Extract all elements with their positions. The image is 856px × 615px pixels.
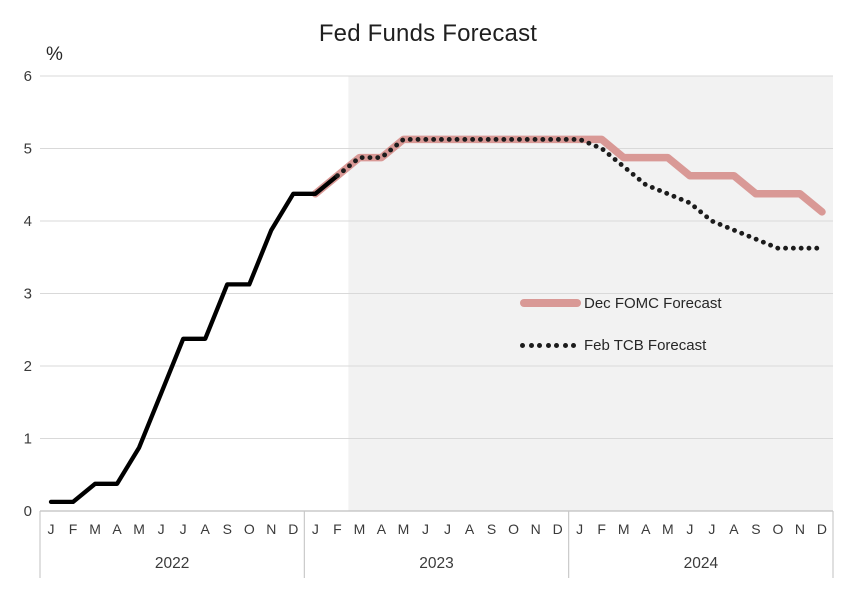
series-line-feb-tcb-forecast bbox=[334, 136, 825, 251]
x-month-label: J bbox=[576, 521, 583, 537]
x-month-label: J bbox=[422, 521, 429, 537]
chart-title: Fed Funds Forecast bbox=[318, 20, 538, 47]
y-tick-label: 2 bbox=[24, 358, 32, 375]
x-month-label: M bbox=[662, 521, 674, 537]
legend-label: Dec FOMC Forecast bbox=[584, 294, 722, 312]
x-month-label: S bbox=[487, 521, 496, 537]
y-tick-label: 5 bbox=[24, 141, 32, 158]
series-line-actual-fed-funds-rate bbox=[48, 173, 340, 505]
x-month-label: A bbox=[729, 521, 739, 537]
x-month-label: M bbox=[354, 521, 366, 537]
x-month-label: J bbox=[158, 521, 165, 537]
y-tick-label: 6 bbox=[24, 68, 32, 85]
legend-dot bbox=[571, 342, 576, 348]
y-tick-label: 4 bbox=[24, 213, 32, 230]
x-month-label: M bbox=[89, 521, 101, 537]
x-month-label: N bbox=[266, 521, 276, 537]
legend-swatch-dotted-line bbox=[520, 342, 576, 348]
x-month-label: J bbox=[444, 521, 451, 537]
x-month-label: N bbox=[531, 521, 541, 537]
legend-dot bbox=[537, 342, 542, 348]
legend-dot bbox=[562, 342, 568, 348]
x-month-label: A bbox=[465, 521, 475, 537]
x-month-label: M bbox=[133, 521, 145, 537]
legend-label: Feb TCB Forecast bbox=[584, 336, 707, 354]
x-month-label: A bbox=[201, 521, 211, 537]
x-month-label: N bbox=[795, 521, 805, 537]
legend-item: Dec FOMC Forecast bbox=[520, 293, 722, 313]
legend-swatch-solid-line bbox=[520, 299, 581, 307]
x-month-label: D bbox=[817, 521, 827, 537]
x-month-label: S bbox=[223, 521, 232, 537]
series-line-dec-fomc-forecast bbox=[311, 135, 826, 216]
x-month-label: S bbox=[751, 521, 760, 537]
y-tick-label: 3 bbox=[24, 286, 32, 303]
x-month-label: D bbox=[553, 521, 563, 537]
x-month-label: O bbox=[772, 521, 783, 537]
y-tick-label: 0 bbox=[24, 503, 32, 520]
legend-dot bbox=[528, 342, 534, 348]
x-month-label: A bbox=[377, 521, 387, 537]
x-month-label: F bbox=[597, 521, 606, 537]
y-tick-label: 1 bbox=[24, 431, 32, 448]
x-month-label: D bbox=[288, 521, 298, 537]
x-month-label: O bbox=[508, 521, 519, 537]
x-month-label: M bbox=[618, 521, 630, 537]
x-month-label: J bbox=[686, 521, 693, 537]
x-month-label: M bbox=[398, 521, 410, 537]
legend-item: Feb TCB Forecast bbox=[520, 335, 722, 355]
x-month-label: J bbox=[312, 521, 319, 537]
x-year-label: 2023 bbox=[419, 555, 453, 572]
chart-legend: Dec FOMC Forecast Feb TCB Forecast bbox=[520, 293, 722, 355]
x-month-label: J bbox=[180, 521, 187, 537]
y-axis-unit-label: % bbox=[46, 44, 63, 65]
legend-dot bbox=[545, 342, 551, 348]
x-year-label: 2022 bbox=[155, 555, 189, 572]
legend-dot bbox=[554, 342, 559, 348]
x-month-label: J bbox=[48, 521, 55, 537]
x-month-label: A bbox=[641, 521, 651, 537]
x-month-label: F bbox=[69, 521, 78, 537]
x-month-label: A bbox=[112, 521, 122, 537]
x-month-label: J bbox=[708, 521, 715, 537]
legend-dot bbox=[520, 342, 525, 348]
x-year-label: 2024 bbox=[684, 555, 719, 572]
x-month-label: F bbox=[333, 521, 342, 537]
x-month-label: O bbox=[244, 521, 255, 537]
